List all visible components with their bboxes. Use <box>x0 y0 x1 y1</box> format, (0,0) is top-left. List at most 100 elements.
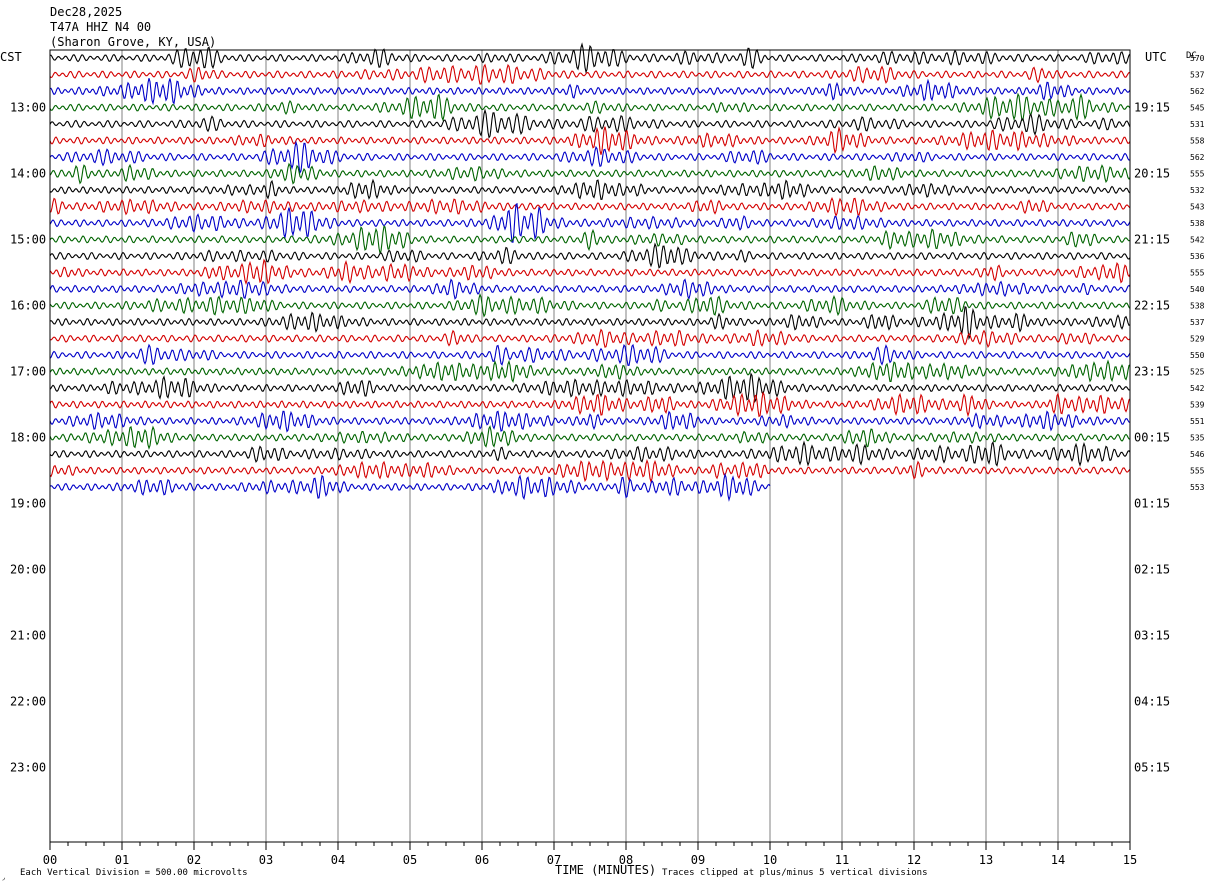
minute-gridlines <box>121 50 1059 842</box>
x-tick-label: 01 <box>115 853 129 867</box>
utc-hour-label: 20:15 <box>1134 167 1170 181</box>
cst-hour-label: 21:00 <box>10 629 46 643</box>
cst-hour-label: 14:00 <box>10 167 46 181</box>
trace-row-22 <box>49 391 1131 418</box>
utc-hour-label: 21:15 <box>1134 233 1170 247</box>
cst-hour-label: 16:00 <box>10 299 46 313</box>
trace-row-1 <box>49 42 1131 74</box>
utc-hour-label: 00:15 <box>1134 431 1170 445</box>
cst-hour-label: 23:00 <box>10 761 46 775</box>
trace-row-5 <box>49 108 1131 139</box>
dc-offset-label: 562 <box>1190 153 1205 162</box>
dc-offset-label: 555 <box>1190 467 1205 476</box>
cst-hour-label: 15:00 <box>10 233 46 247</box>
header-station: T47A HHZ N4 00 <box>50 20 151 34</box>
trace-row-7 <box>49 140 1131 175</box>
dc-offset-label: 562 <box>1190 87 1205 96</box>
clip-note: Traces clipped at plus/minus 5 vertical … <box>662 868 928 878</box>
dc-offset-label: 546 <box>1190 450 1205 459</box>
x-tick-label: 07 <box>547 853 561 867</box>
utc-hour-label: 05:15 <box>1134 761 1170 775</box>
utc-hour-label: 19:15 <box>1134 101 1170 115</box>
trace-row-24 <box>49 425 1131 450</box>
x-tick-label: 02 <box>187 853 201 867</box>
dc-offset-label: 531 <box>1190 120 1205 129</box>
trace-row-8 <box>49 162 1131 185</box>
dc-offset-label: 538 <box>1190 219 1205 228</box>
dc-offset-label: 558 <box>1190 137 1205 146</box>
dc-offset-label: 550 <box>1190 351 1205 360</box>
dc-label: DC <box>1186 51 1197 61</box>
trace-row-18 <box>49 328 1131 348</box>
dc-offset-label: 542 <box>1190 236 1205 245</box>
cst-hour-labels: 13:00 14:00 15:00 16:00 17:00 18:00 19:00 20:00… <box>10 101 46 775</box>
cst-hour-label: 17:00 <box>10 365 46 379</box>
x-tick-label: 03 <box>259 853 273 867</box>
trace-row-21 <box>49 372 1131 404</box>
left-axis-title: CST <box>0 50 22 64</box>
dc-offset-label: 539 <box>1190 401 1205 410</box>
trace-row-4 <box>49 92 1131 122</box>
corner-mark: ◞ <box>1 873 6 883</box>
dc-offset-label: 538 <box>1190 302 1205 311</box>
dc-offset-label: 540 <box>1190 285 1205 294</box>
dc-offset-label: 553 <box>1190 483 1205 492</box>
trace-row-20 <box>49 359 1131 383</box>
trace-row-9 <box>49 178 1131 201</box>
dc-offset-label: 542 <box>1190 384 1205 393</box>
trace-row-15 <box>49 278 1131 300</box>
seismic-traces <box>49 42 1131 502</box>
trace-row-14 <box>49 258 1131 286</box>
header-date: Dec28,2025 <box>50 5 122 19</box>
trace-row-16 <box>49 292 1131 318</box>
x-tick-label: 14 <box>1051 853 1065 867</box>
x-tick-label: 00 <box>43 853 57 867</box>
x-tick-label: 04 <box>331 853 345 867</box>
dc-offset-label: 545 <box>1190 104 1205 113</box>
dc-offset-label: 551 <box>1190 417 1205 426</box>
plot-frame <box>49 49 1131 843</box>
dc-offset-label: 555 <box>1190 269 1205 278</box>
trace-row-10 <box>49 196 1131 218</box>
cst-hour-label: 18:00 <box>10 431 46 445</box>
utc-hour-labels: 19:15 20:15 21:15 22:15 23:15 00:15 01:15 02:15… <box>1134 101 1170 775</box>
dc-offset-label: 537 <box>1190 71 1205 80</box>
x-axis-ticks: 00 01 02 03 04 05 06 07 08 09 10 11 12 13 14 15 <box>43 842 1137 867</box>
trace-row-17 <box>49 306 1131 341</box>
dc-offset-label: 525 <box>1190 368 1205 377</box>
trace-row-13 <box>49 242 1131 269</box>
trace-row-26 <box>49 459 1131 484</box>
trace-row-25 <box>49 440 1131 467</box>
dc-offset-label: 543 <box>1190 203 1205 212</box>
dc-offset-label: 529 <box>1190 335 1205 344</box>
x-axis-label: TIME (MINUTES) <box>555 863 656 877</box>
trace-row-27 <box>49 472 771 502</box>
x-tick-label: 08 <box>619 853 633 867</box>
dc-offset-label: 536 <box>1190 252 1205 261</box>
cst-hour-label: 22:00 <box>10 695 46 709</box>
dc-offset-label: 535 <box>1190 434 1205 443</box>
scale-note: Each Vertical Division = 500.00 microvol… <box>20 868 248 878</box>
utc-hour-label: 01:15 <box>1134 497 1170 511</box>
x-tick-label: 13 <box>979 853 993 867</box>
right-axis-title: UTC <box>1145 50 1167 64</box>
x-tick-label: 12 <box>907 853 921 867</box>
x-tick-label: 11 <box>835 853 849 867</box>
x-tick-label: 05 <box>403 853 417 867</box>
header-location: (Sharon Grove, KY, USA) <box>50 35 216 49</box>
trace-row-3 <box>49 78 1131 106</box>
trace-row-6 <box>49 125 1131 155</box>
x-tick-label: 06 <box>475 853 489 867</box>
utc-hour-label: 23:15 <box>1134 365 1170 379</box>
dc-offset-label: 532 <box>1190 186 1205 195</box>
x-tick-label: 09 <box>691 853 705 867</box>
cst-hour-label: 20:00 <box>10 563 46 577</box>
trace-row-19 <box>49 343 1131 366</box>
utc-hour-label: 02:15 <box>1134 563 1170 577</box>
x-tick-label: 15 <box>1123 853 1137 867</box>
dc-offset-label: 555 <box>1190 170 1205 179</box>
x-tick-label: 10 <box>763 853 777 867</box>
trace-row-2 <box>49 63 1131 85</box>
utc-hour-label: 22:15 <box>1134 299 1170 313</box>
dc-offset-labels: 570 537 562 545 531 558 562 555 532 543 538 542 536 5… <box>1190 54 1205 492</box>
